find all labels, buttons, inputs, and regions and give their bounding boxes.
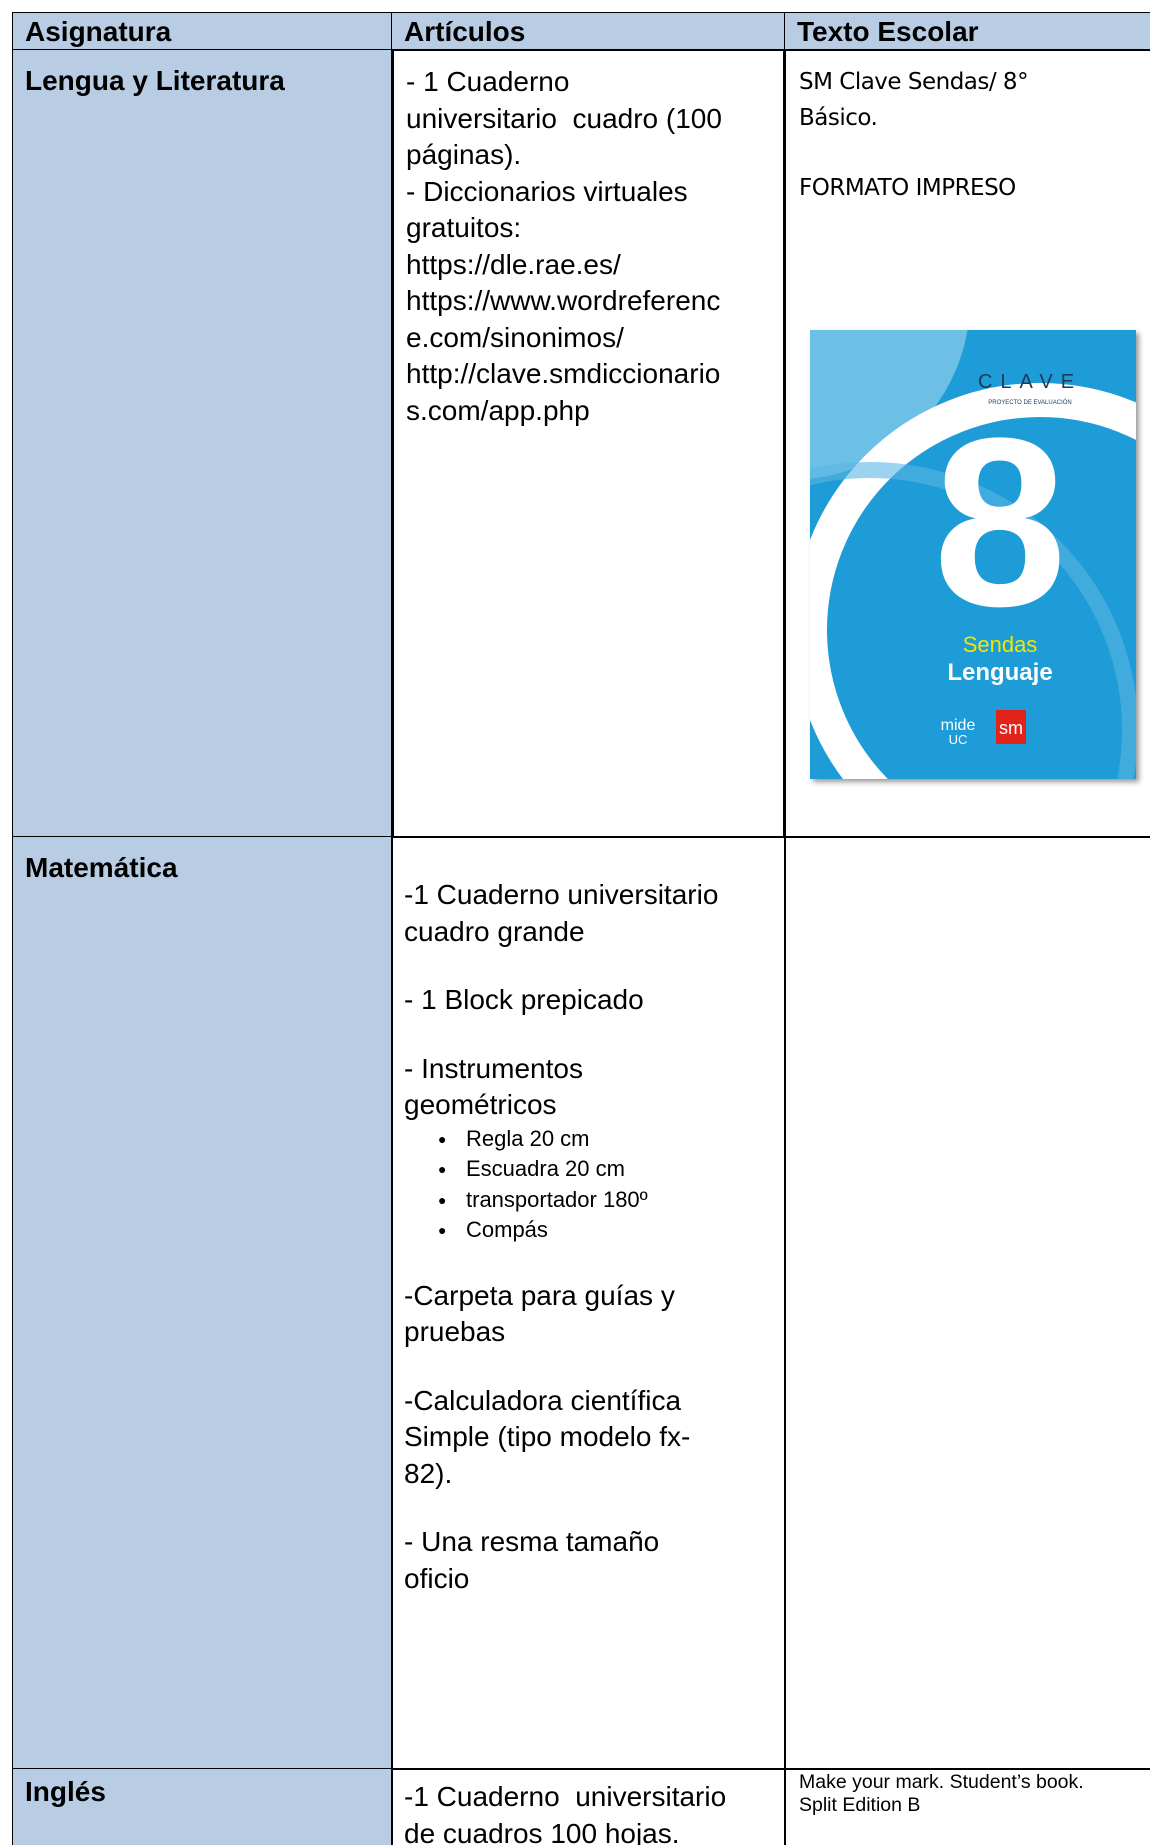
item: - 1 Cuaderno universitario cuadro (100 pág… [406,64,771,429]
textbook-line: Split Edition B [799,1794,921,1816]
cover-art [810,330,1136,779]
item-line: cuadro grande [404,915,585,947]
item-line: páginas). [406,139,522,170]
cover-logo-sm: sm [999,718,1023,738]
subject: Inglés [25,1776,106,1807]
header-text: Texto Escolar [797,16,979,47]
cover-logo-mide: mide [941,717,976,734]
item-line: -1 Cuaderno universitario [404,1781,727,1812]
textbook-line: FORMATO IMPRESO [799,175,1016,201]
item-line: Simple (tipo modelo fx- [404,1421,691,1452]
item-line: -1 Cuaderno universitario [404,879,719,910]
item: -1 Cuaderno universitario de cuadros 100 … [404,1779,773,1845]
bullet-item: transportador 180º [404,1185,773,1216]
cover-subject: Lenguaje [947,659,1052,686]
cover-series: Sendas [963,632,1038,657]
item-line: universitario cuadro (100 [406,102,722,134]
item-line: - Una resma tamaño [404,1526,660,1557]
header-cell: Asignatura [12,12,393,51]
book-cover: CLAVE PROYECTO DE EVALUACIÓN8SendasLengua… [810,330,1136,779]
bullet-item: Compás [404,1215,773,1246]
textbook-cell: Make your mark. Student’s book. Split Edi… [784,1768,1150,1845]
bullet-item: Escuadra 20 cm [404,1154,773,1185]
bullet-item: Regla 20 cm [404,1124,773,1155]
header-cell: Texto Escolar [784,12,1150,51]
cover-tagline: PROYECTO DE EVALUACIÓN [988,399,1071,406]
item: -Carpeta para guías y pruebas [404,1278,773,1351]
subject-cell: Inglés [12,1768,393,1845]
item-line: -Calculadora científica [404,1384,682,1416]
item-line: de cuadros 100 hojas. [404,1817,680,1845]
item: - Una resma tamaño oficio [404,1524,773,1597]
item: -1 Cuaderno universitario cuadro grande [404,877,773,950]
items-cell: -1 Cuaderno universitario cuadro grande - … [391,836,786,1770]
item: -Calculadora científica Simple (tipo mode… [404,1383,773,1493]
items-cell: - 1 Cuaderno universitario cuadro (100 pág… [391,49,786,838]
textbook-paragraph: Make your mark. Student’s book. Split Edi… [799,1771,1145,1817]
item: - Instrumentos geométricos Regla 20 cmEscu… [404,1051,773,1246]
textbook-line: Básico. [799,105,878,131]
subject-cell: Matemática [12,836,393,1770]
item-line: https://dle.rae.es/ [406,248,621,280]
subject: Matemática [25,852,178,883]
item: - 1 Block prepicado [404,982,773,1019]
item-line: - 1 Cuaderno [406,66,570,97]
textbook-cell [784,836,1150,1770]
item-line: oficio [404,1562,470,1594]
textbook-paragraph: FORMATO IMPRESO [799,170,1145,206]
item-line: - Instrumentos [404,1052,583,1084]
item-line: 82). [404,1457,453,1489]
cover-logo-uc: UC [949,732,968,747]
subject: Lengua y Literatura [25,65,285,96]
item-line: pruebas [404,1316,506,1347]
textbook-paragraph: SM Clave Sendas/ 8° Básico. [799,64,1145,136]
textbook-line: Make your mark. Student’s book. [799,1771,1084,1793]
item-line: - Diccionarios virtuales [406,175,688,207]
textbook-cell: SM Clave Sendas/ 8° Básico. FORMATO IMPRES… [784,49,1150,838]
header-cell: Artículos [391,12,786,51]
item-line: http://clave.smdiccionario [406,358,721,389]
item-line: -Carpeta para guías y [404,1279,675,1311]
item-line: gratuitos: [406,212,522,243]
textbook-line: SM Clave Sendas/ 8° [799,69,1029,95]
items-cell: -1 Cuaderno universitario de cuadros 100 … [391,1768,786,1845]
item-line: - 1 Block prepicado [404,984,644,1015]
subject-cell: Lengua y Literatura [12,49,393,838]
header-text: Asignatura [25,16,172,47]
item-line: https://www.wordreferenc [406,285,721,316]
item-line: s.com/app.php [406,394,590,426]
cover-brand: CLAVE [978,371,1082,393]
sm-logo-box [996,710,1026,744]
item-line: geométricos [404,1089,557,1120]
cover-number: 8 [933,388,1066,656]
header-text: Artículos [404,16,526,47]
item-line: e.com/sinonimos/ [406,321,624,353]
